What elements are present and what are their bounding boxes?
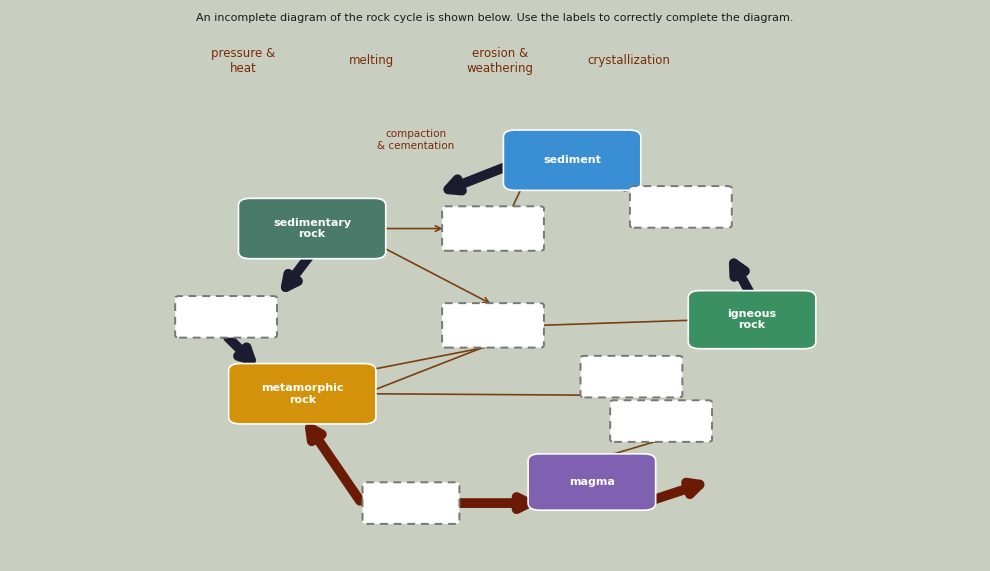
Text: metamorphic
rock: metamorphic rock — [261, 383, 344, 404]
Text: magma: magma — [569, 477, 615, 487]
FancyBboxPatch shape — [175, 296, 277, 337]
FancyBboxPatch shape — [362, 482, 459, 524]
FancyBboxPatch shape — [239, 198, 386, 259]
Text: pressure &
heat: pressure & heat — [211, 46, 275, 74]
Text: compaction
& cementation: compaction & cementation — [377, 130, 454, 151]
Text: igneous
rock: igneous rock — [728, 309, 776, 331]
Text: erosion &
weathering: erosion & weathering — [466, 46, 534, 74]
FancyBboxPatch shape — [610, 400, 712, 442]
FancyBboxPatch shape — [229, 364, 376, 424]
FancyBboxPatch shape — [630, 186, 732, 228]
FancyBboxPatch shape — [528, 454, 655, 510]
Text: sedimentary
rock: sedimentary rock — [273, 218, 351, 239]
Text: sediment: sediment — [544, 155, 601, 165]
FancyBboxPatch shape — [443, 303, 544, 348]
FancyBboxPatch shape — [688, 291, 816, 349]
FancyBboxPatch shape — [580, 356, 682, 397]
Text: crystallization: crystallization — [587, 54, 670, 67]
FancyBboxPatch shape — [503, 130, 641, 190]
FancyBboxPatch shape — [443, 206, 544, 251]
Text: An incomplete diagram of the rock cycle is shown below. Use the labels to correc: An incomplete diagram of the rock cycle … — [196, 13, 794, 23]
Text: melting: melting — [348, 54, 394, 67]
